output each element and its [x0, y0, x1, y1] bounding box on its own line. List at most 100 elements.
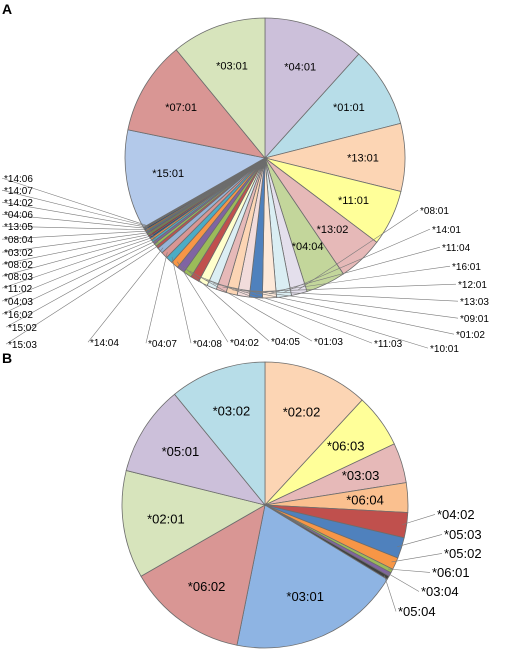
slice-label-01-03: *01:03: [314, 337, 343, 348]
leader-line-14-06: [1, 177, 148, 226]
leader-line-14-07: [1, 189, 148, 227]
slice-label-08-01: *08:01: [420, 206, 449, 217]
slice-03-02: [173, 361, 266, 507]
slice-label-15-03: *15:03: [8, 340, 37, 351]
leader-line-15-03: [5, 244, 161, 345]
leader-line-05-02: [391, 553, 443, 563]
leader-line-01-02: [213, 283, 455, 335]
slice-label-08-02: *08:02: [4, 260, 33, 271]
slice-04-01: [264, 17, 360, 160]
slice-label-02-01: *02:01: [147, 511, 185, 526]
slice-label-03-03: *03:03: [342, 468, 380, 483]
slice-label-13-01: *13:01: [347, 152, 379, 164]
leader-line-04-08: [171, 256, 192, 344]
slice-labels: *04:01 *01:01 *13:01 *11:01 *13:02 *04:04 *08:…: [1, 61, 489, 355]
slice-03-01: [175, 17, 266, 160]
slice-label-10-01: *10:01: [430, 344, 459, 355]
slice-label-04-01: *04:01: [284, 61, 316, 73]
slice-label-09-01: *09:01: [460, 314, 489, 325]
leader-line-16-02: [1, 240, 158, 315]
slice-label-11-02: *11:02: [4, 284, 33, 295]
slice-label-02-02: *02:02: [283, 404, 321, 419]
leader-line-12-01: [243, 283, 457, 293]
leader-line-16-01: [256, 265, 451, 294]
slice-label-05-03: *05:03: [444, 527, 482, 542]
slice-01-01: [263, 53, 402, 159]
slice-label-03-04: *03:04: [421, 584, 459, 599]
slice-label-11-04: *11:04: [442, 243, 471, 254]
slice-label-14-07: *14:07: [4, 186, 33, 197]
slice-label-04-08: *04:08: [193, 339, 222, 350]
leader-line-04-07: [145, 252, 168, 344]
leader-line-09-01: [222, 286, 459, 319]
slice-label-04-07: *04:07: [148, 339, 177, 350]
slice-06-02: [140, 504, 266, 646]
slice-label-03-02: *03:02: [4, 248, 33, 259]
leader-line-04-02: [177, 261, 229, 343]
slice-label-04-05: *04:05: [271, 337, 300, 348]
slice-label-16-01: *16:01: [452, 262, 481, 273]
leader-line-11-03: [196, 275, 373, 344]
slice-label-04-02: *04:02: [437, 507, 475, 522]
leader-line-08-04: [1, 230, 151, 240]
leader-line-04-06: [1, 213, 150, 229]
slice-label-13-02: *13:02: [317, 224, 349, 236]
slice-15-01: [124, 129, 267, 228]
slice-label-06-03: *06:03: [327, 438, 365, 453]
leader-line-03-04: [386, 572, 420, 592]
slice-label-14-04: *14:04: [90, 338, 119, 349]
leader-line-04-02: [402, 514, 436, 525]
leader-line-08-03: [1, 235, 154, 277]
leader-line-04-03: [1, 238, 156, 302]
leader-line-14-01: [283, 228, 431, 293]
leader-line-14-04: [87, 247, 164, 343]
slice-label-01-01: *01:01: [333, 102, 365, 114]
slice-02-01: [121, 469, 267, 577]
slice-label-13-03: *13:03: [460, 297, 489, 308]
leader-line-05-03: [397, 534, 443, 547]
slice-label-03-01: *03:01: [286, 589, 324, 604]
slice-label-08-04: *08:04: [4, 235, 33, 246]
panel-label-a: A: [2, 1, 12, 17]
slice-label-06-02: *06:02: [188, 579, 226, 594]
slice-label-11-03: *11:03: [374, 339, 403, 350]
slice-label-04-04: *04:04: [292, 241, 324, 253]
slice-label-14-06: *14:06: [4, 174, 33, 185]
leader-line-10-01: [204, 279, 429, 349]
leader-line-13-03: [232, 289, 459, 302]
leader-line-05-04: [384, 575, 397, 612]
slice-label-06-01: *06:01: [432, 565, 470, 580]
slice-label-08-03: *08:03: [4, 272, 33, 283]
slice-label-05-02: *05:02: [444, 546, 482, 561]
slice-label-15-02: *15:02: [8, 323, 37, 334]
leader-line-15-02: [5, 242, 159, 328]
leader-line-04-05: [183, 266, 270, 342]
leader-line-08-01: [298, 209, 419, 290]
leader-line-14-02: [1, 201, 149, 228]
slice-label-05-01: *05:01: [162, 444, 200, 459]
slice-label-03-02: *03:02: [213, 403, 251, 418]
leader-line-08-02: [1, 233, 153, 265]
slice-label-06-04: *06:04: [346, 492, 384, 507]
slice-02-02: [264, 361, 363, 507]
leader-line-03-02: [1, 232, 152, 253]
leader-line-13-05: [1, 225, 150, 231]
leader-line-11-04: [269, 246, 441, 294]
slice-label-04-02: *04:02: [230, 338, 259, 349]
slice-label-11-01: *11:01: [338, 195, 369, 207]
pie-chart-a: [124, 17, 406, 299]
slice-07-01: [127, 49, 267, 159]
slice-label-03-01: *03:01: [216, 61, 248, 73]
slice-label-05-04: *05:04: [398, 604, 436, 619]
slice-label-04-03: *04:03: [4, 297, 33, 308]
leader-line-11-02: [1, 236, 155, 289]
leader-line-01-03: [189, 270, 313, 342]
slice-label-07-01: *07:01: [165, 102, 197, 114]
slice-03-01: [236, 504, 388, 649]
panel-label-b: B: [2, 350, 12, 366]
slice-label-04-06: *04:06: [4, 210, 33, 221]
slice-05-01: [125, 393, 267, 506]
slice-label-13-05: *13:05: [4, 222, 33, 233]
slice-label-15-01: *15:01: [152, 168, 184, 180]
